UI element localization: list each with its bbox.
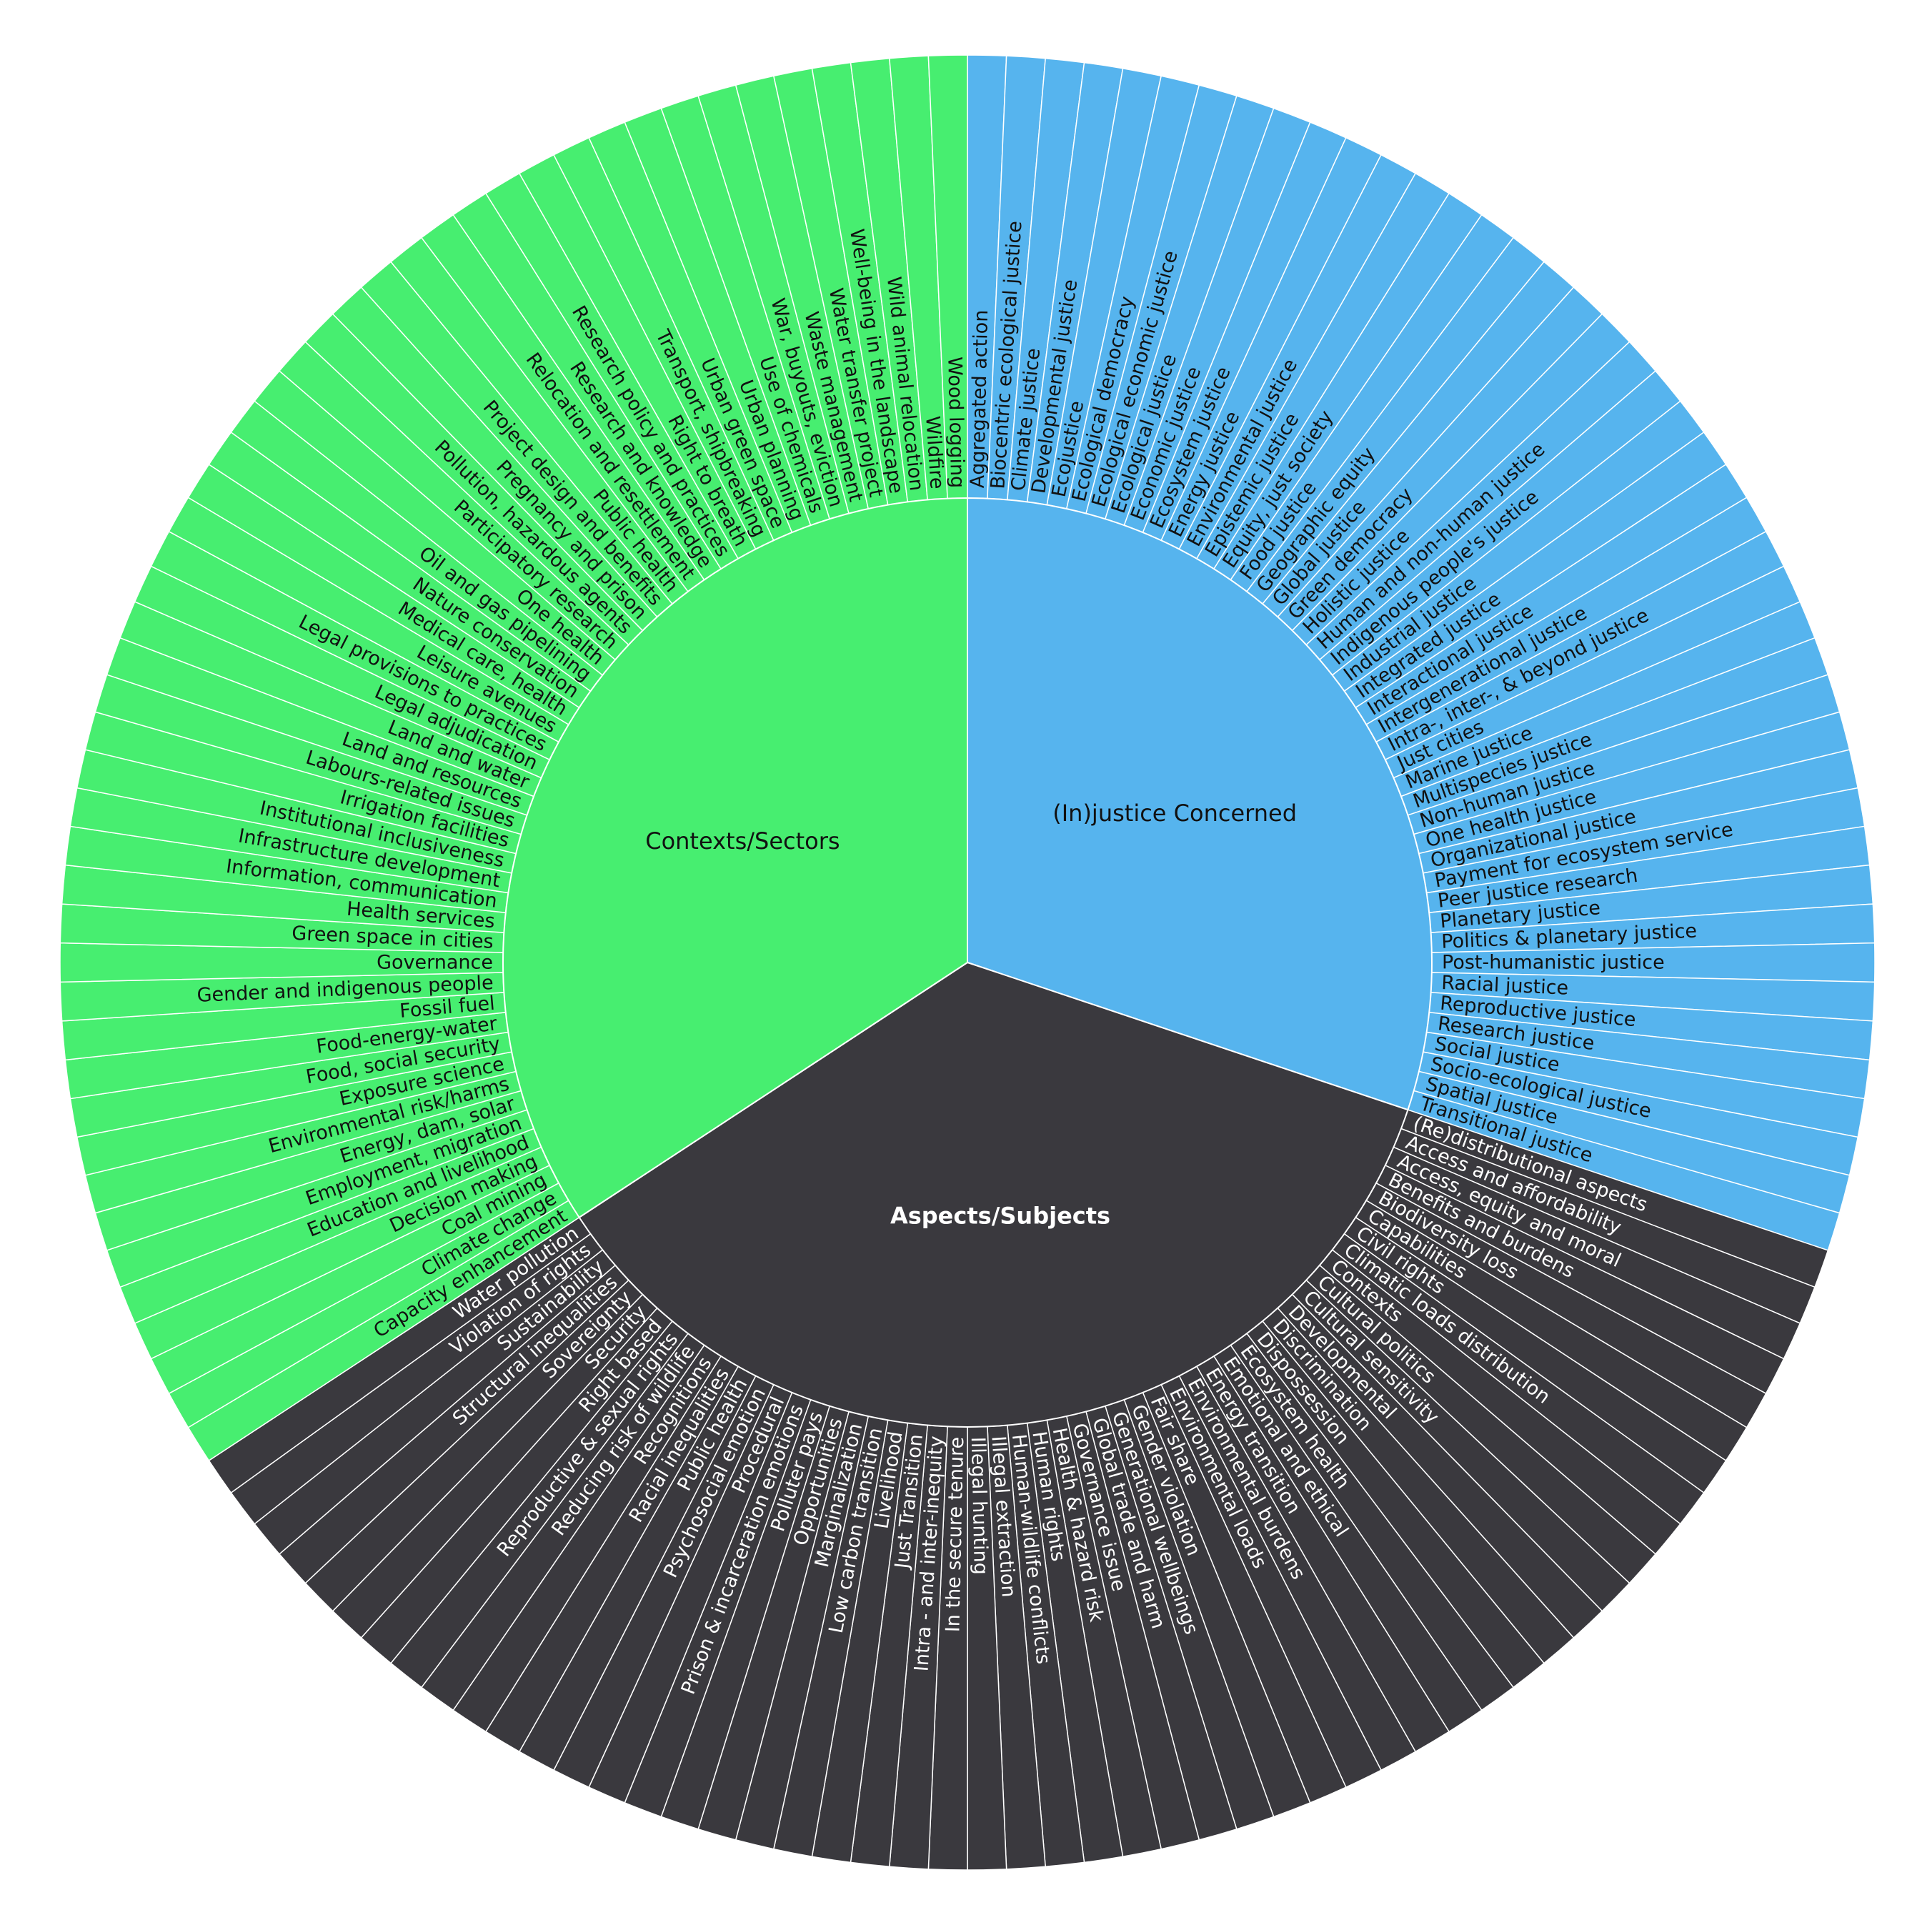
label-aggregated-action: Aggregated action — [967, 309, 992, 488]
category-wedge-in-justice-concerned — [967, 497, 1433, 1111]
label-racial-justice: Racial justice — [1441, 972, 1569, 1000]
category-labels: (In)justice Concerned Aspects/Subjects Con… — [645, 800, 1297, 1229]
label-wildfire: Wildfire — [921, 415, 948, 489]
label-post-humanistic-justice: Post-humanistic justice — [1442, 952, 1665, 974]
label-wood-logging: Wood logging — [943, 357, 968, 489]
category-wedge-contexts-sectors — [502, 497, 968, 1219]
inner-ring — [502, 497, 1433, 1428]
category-wedge-aspects-subjects — [578, 961, 1409, 1428]
category-label-contexts-sectors: Contexts/Sectors — [645, 827, 840, 855]
label-in-the-secure-tenure: In the secure tenure — [942, 1437, 968, 1633]
label-illegal-hunting: Illegal hunting — [967, 1437, 992, 1576]
category-label-aspects-subjects: Aspects/Subjects — [890, 1203, 1110, 1230]
label-governance: Governance — [377, 952, 493, 974]
outer-ring — [59, 54, 1876, 1871]
category-label-in-justice-concerned: (In)justice Concerned — [1052, 800, 1297, 827]
